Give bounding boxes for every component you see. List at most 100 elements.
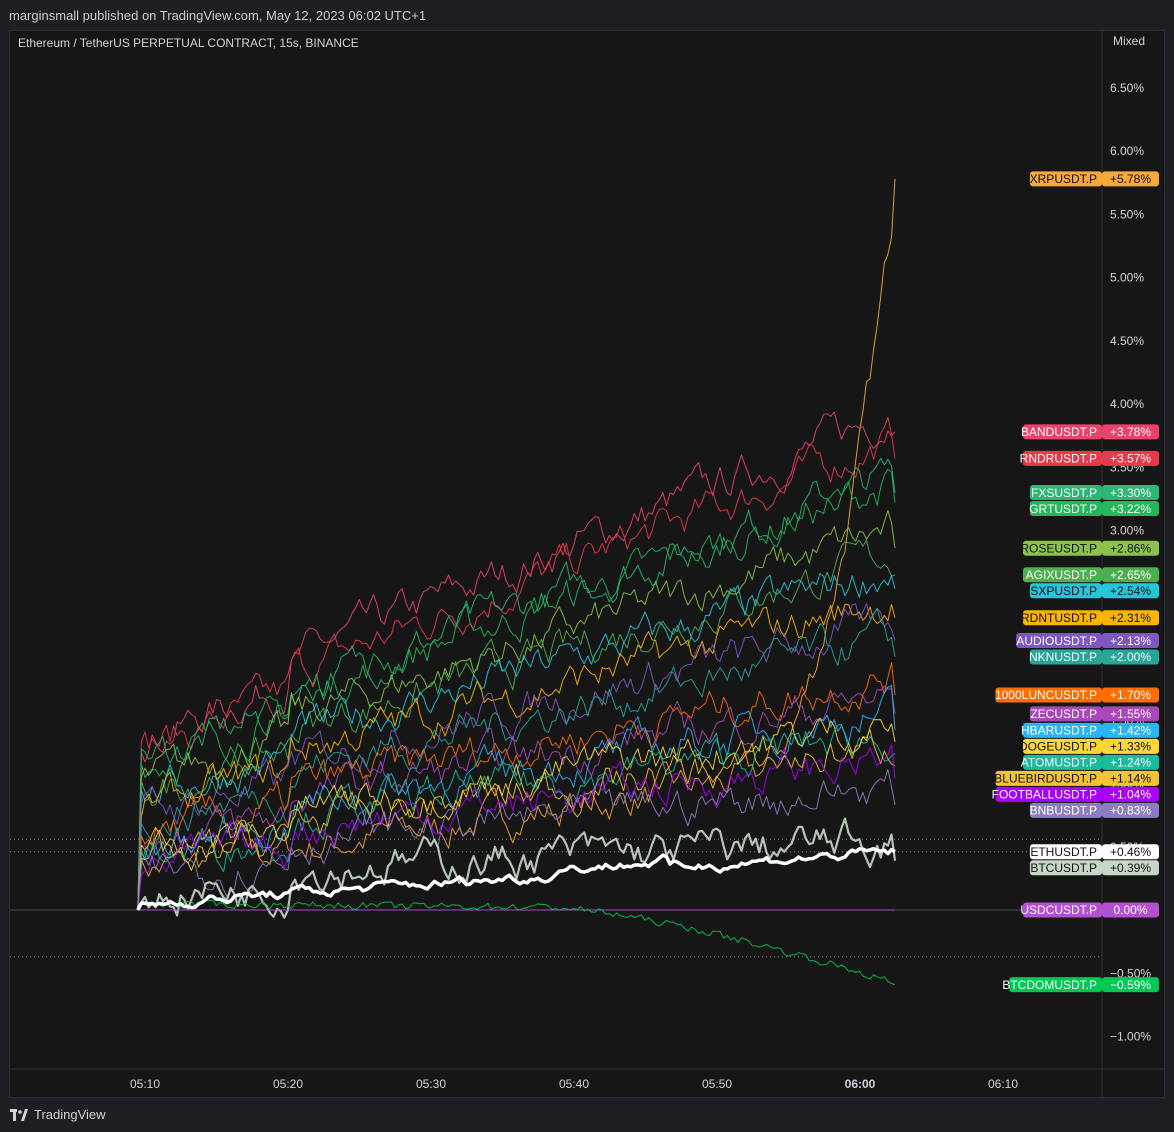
series-name-label: XRPUSDT.P — [1030, 172, 1097, 186]
x-tick-label: 06:00 — [845, 1077, 876, 1091]
brand[interactable]: TradingView — [10, 1107, 106, 1122]
series-name-pill — [1023, 540, 1102, 556]
series-value-label: +2.65% — [1110, 568, 1151, 582]
price-label-btcdomusdt-p[interactable]: BTCDOMUSDT.P −0.59% — [1002, 977, 1159, 993]
series-value-label: +1.70% — [1110, 688, 1151, 702]
series-value-pill — [1102, 583, 1159, 599]
series-name-pill — [1023, 902, 1102, 918]
series-name-label: GRTUSDT.P — [1029, 502, 1097, 516]
series-name-label: RDNTUSDT.P — [1021, 611, 1097, 625]
series-value-label: +2.86% — [1110, 541, 1151, 555]
price-label-hbarusdt-p[interactable]: HBARUSDT.P +1.42% — [1021, 722, 1159, 738]
price-label-footballusdt-p[interactable]: FOOTBALLUSDT.P +1.04% — [992, 786, 1159, 802]
series-name-label: BLUEBIRDUSDT.P — [994, 772, 1097, 786]
y-tick-label: 6.50% — [1110, 81, 1144, 95]
series-name-pill — [1009, 977, 1102, 993]
series-value-label: +3.22% — [1110, 502, 1151, 516]
price-label-btcusdt-p[interactable]: BTCUSDT.P +0.39% — [1029, 860, 1159, 876]
price-label-atomusdt-p[interactable]: ATOMUSDT.P +1.24% — [1021, 754, 1159, 770]
series-name-pill — [1023, 754, 1102, 770]
series-value-pill — [1102, 171, 1159, 187]
series-name-pill — [1029, 583, 1102, 599]
price-label-bandusdt-p[interactable]: BANDUSDT.P +3.78% — [1021, 424, 1159, 440]
series-value-label: +0.83% — [1110, 804, 1151, 818]
series-line-btcdomusdt-p[interactable] — [137, 899, 896, 986]
series-line-bandusdt-p[interactable] — [137, 411, 896, 911]
price-label-rndrusdt-p[interactable]: RNDRUSDT.P +3.57% — [1020, 450, 1159, 466]
series-name-label: NKNUSDT.P — [1029, 650, 1097, 664]
series-line-agixusdt-p[interactable] — [137, 539, 896, 911]
top-bar — [0, 0, 1174, 30]
series-line-audiousdt-p[interactable] — [137, 603, 896, 911]
chart-title: Ethereum / TetherUS PERPETUAL CONTRACT, … — [18, 36, 359, 50]
x-tick-label: 05:10 — [130, 1077, 160, 1091]
series-value-label: +1.14% — [1110, 772, 1151, 786]
price-label-audiousdt-p[interactable]: AUDIOUSDT.P +2.13% — [1016, 633, 1159, 649]
series-name-label: FOOTBALLUSDT.P — [992, 788, 1097, 802]
series-line-rdntusdt-p[interactable] — [137, 603, 896, 911]
series-line-1000luncusdt-p[interactable] — [137, 662, 896, 911]
series-value-pill — [1102, 844, 1159, 860]
series-value-pill — [1102, 977, 1159, 993]
series-value-pill — [1102, 770, 1159, 786]
series-line-sxpusdt-p[interactable] — [137, 573, 896, 911]
series-value-pill — [1102, 567, 1159, 583]
price-label-bluebirdusdt-p[interactable]: BLUEBIRDUSDT.P +1.14% — [994, 770, 1159, 786]
price-label-agixusdt-p[interactable]: AGIXUSDT.P +2.65% — [1023, 567, 1159, 583]
price-label-zecusdt-p[interactable]: ZECUSDT.P +1.55% — [1029, 706, 1159, 722]
series-name-pill — [995, 786, 1102, 802]
series-name-pill — [1023, 424, 1102, 440]
series-line-dogeusdt-p[interactable] — [137, 717, 896, 911]
y-tick-label: 4.00% — [1110, 397, 1144, 411]
series-value-label: 0.00% — [1113, 903, 1147, 917]
series-value-pill — [1102, 738, 1159, 754]
price-label-sxpusdt-p[interactable]: SXPUSDT.P +2.54% — [1029, 583, 1159, 599]
series-value-label: +2.13% — [1110, 634, 1151, 648]
price-label-nknusdt-p[interactable]: NKNUSDT.P +2.00% — [1029, 649, 1159, 665]
y-tick-label: −1.00% — [1110, 1030, 1151, 1044]
x-tick-label: 05:20 — [273, 1077, 303, 1091]
series-value-pill — [1102, 485, 1159, 501]
series-line-xrpusdt-p[interactable] — [137, 178, 896, 911]
y-tick-label: 5.50% — [1110, 207, 1144, 221]
price-label-fxsusdt-p[interactable]: FXSUSDT.P +3.30% — [1029, 485, 1159, 501]
series-line-hbarusdt-p[interactable] — [137, 685, 896, 911]
price-label-xrpusdt-p[interactable]: XRPUSDT.P +5.78% — [1030, 171, 1159, 187]
y-tick-label: 6.00% — [1110, 144, 1144, 158]
series-name-label: ZECUSDT.P — [1030, 707, 1097, 721]
series-line-nknusdt-p[interactable] — [137, 607, 896, 911]
price-label-rdntusdt-p[interactable]: RDNTUSDT.P +2.31% — [1021, 610, 1159, 626]
series-line-footballusdt-p[interactable] — [137, 744, 896, 911]
series-name-pill — [1029, 844, 1102, 860]
price-label-roseusdt-p[interactable]: ROSEUSDT.P +2.86% — [1020, 540, 1159, 556]
series-line-grtusdt-p[interactable] — [137, 468, 896, 911]
series-name-pill — [995, 770, 1102, 786]
series-line-roseusdt-p[interactable] — [137, 510, 896, 911]
series-line-rndrusdt-p[interactable] — [137, 416, 896, 911]
y-tick-label: 3.00% — [1110, 524, 1144, 538]
price-label-usdcusdt-p[interactable]: USDCUSDT.P 0.00% — [1020, 902, 1159, 918]
x-tick-label: 05:50 — [702, 1077, 732, 1091]
series-line-bnbusdt-p[interactable] — [137, 769, 896, 911]
series-line-fxsusdt-p[interactable] — [137, 457, 896, 911]
series-name-label: AUDIOUSDT.P — [1016, 634, 1097, 648]
series-value-pill — [1102, 722, 1159, 738]
series-value-label: +0.39% — [1110, 861, 1151, 875]
series-line-ethusdt-p[interactable] — [136, 846, 896, 911]
series-line-zecusdt-p[interactable] — [137, 685, 896, 911]
chart-frame — [9, 30, 1165, 1098]
series-value-label: +3.57% — [1110, 452, 1151, 466]
series-line-atomusdt-p[interactable] — [137, 723, 896, 911]
series-name-label: ROSEUSDT.P — [1020, 541, 1097, 555]
scale-mode-button[interactable]: Mixed — [1113, 34, 1146, 48]
series-name-pill — [1029, 802, 1102, 818]
price-label-bnbusdt-p[interactable]: BNBUSDT.P +0.83% — [1029, 802, 1159, 818]
price-label-ethusdt-p[interactable]: ETHUSDT.P +0.46% — [1029, 844, 1159, 860]
series-value-pill — [1102, 540, 1159, 556]
series-line-bluebirdusdt-p[interactable] — [137, 729, 896, 911]
price-label-1000luncusdt-p[interactable]: 1000LUNCUSDT.P +1.70% — [995, 687, 1159, 703]
price-label-grtusdt-p[interactable]: GRTUSDT.P +3.22% — [1029, 501, 1159, 517]
series-name-label: BNBUSDT.P — [1030, 804, 1097, 818]
price-label-dogeusdt-p[interactable]: DOGEUSDT.P +1.33% — [1019, 738, 1159, 754]
